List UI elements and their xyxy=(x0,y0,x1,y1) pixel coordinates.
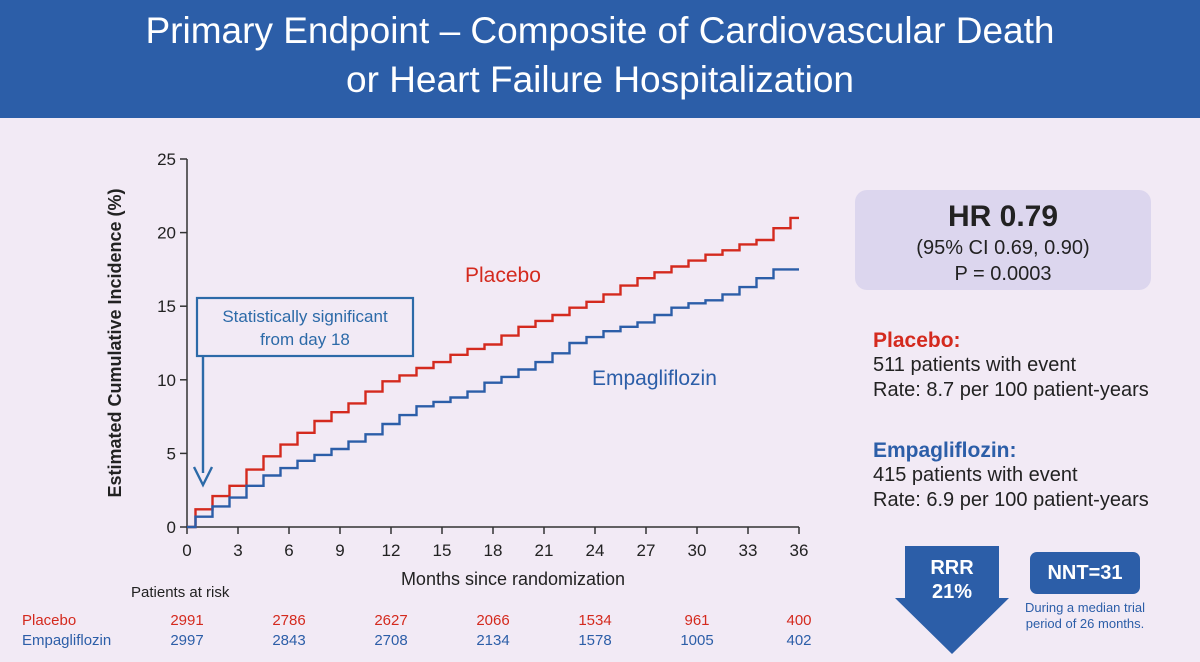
significance-callout-line-1: Statistically significant xyxy=(222,307,388,326)
empagliflozin-series-line xyxy=(187,268,799,529)
x-tick-label: 30 xyxy=(688,541,707,560)
slide-title-line-2: or Heart Failure Hospitalization xyxy=(346,59,854,100)
slide-title-line-1: Primary Endpoint – Composite of Cardiova… xyxy=(145,10,1055,51)
x-axis-label: Months since randomization xyxy=(401,569,625,589)
placebo-summary-heading: Placebo: xyxy=(873,329,961,352)
significance-callout-line-2: from day 18 xyxy=(260,330,350,349)
x-tick-label: 6 xyxy=(284,541,293,560)
risk-value: 2627 xyxy=(374,612,407,629)
placebo-event-count: 511 patients with event xyxy=(873,354,1077,376)
y-tick-label: 0 xyxy=(167,518,176,537)
p-value: P = 0.0003 xyxy=(954,263,1052,285)
risk-value: 1578 xyxy=(578,632,611,649)
x-tick-label: 33 xyxy=(739,541,758,560)
x-tick-label: 27 xyxy=(637,541,656,560)
nnt-note: During a median trial period of 26 month… xyxy=(1025,600,1145,631)
risk-value: 402 xyxy=(786,632,811,649)
x-tick-label: 18 xyxy=(484,541,503,560)
risk-value: 2066 xyxy=(476,612,509,629)
hazard-ratio-box: HR 0.79 (95% CI 0.69, 0.90) P = 0.0003 xyxy=(855,190,1151,290)
risk-value: 2997 xyxy=(170,632,203,649)
risk-value: 2134 xyxy=(476,632,509,649)
confidence-interval: (95% CI 0.69, 0.90) xyxy=(916,237,1090,259)
rrr-label-title: RRR xyxy=(930,557,974,579)
risk-value: 961 xyxy=(684,612,709,629)
rrr-label: RRR 21% xyxy=(905,556,999,604)
y-tick-label: 5 xyxy=(167,444,176,463)
y-tick-label: 25 xyxy=(157,150,176,169)
x-tick-label: 24 xyxy=(586,541,605,560)
empagliflozin-event-rate: Rate: 6.9 per 100 patient-years xyxy=(873,489,1149,511)
y-tick-label: 20 xyxy=(157,224,176,243)
risk-value: 2843 xyxy=(272,632,305,649)
y-axis-label: Estimated Cumulative Incidence (%) xyxy=(105,188,125,497)
empagliflozin-summary-heading: Empagliflozin: xyxy=(873,439,1017,462)
x-tick-label: 0 xyxy=(182,541,191,560)
rrr-down-arrow-icon xyxy=(895,546,1009,654)
y-tick-label: 10 xyxy=(157,371,176,390)
risk-value: 2991 xyxy=(170,612,203,629)
x-tick-label: 15 xyxy=(433,541,452,560)
placebo-event-rate: Rate: 8.7 per 100 patient-years xyxy=(873,379,1149,401)
slide-header: Primary Endpoint – Composite of Cardiova… xyxy=(0,0,1200,118)
risk-value: 2708 xyxy=(374,632,407,649)
risk-row-label: Empagliflozin xyxy=(22,632,111,649)
significance-callout-box xyxy=(195,296,415,358)
empagliflozin-event-count: 415 patients with event xyxy=(873,464,1078,486)
empagliflozin-summary: Empagliflozin: 415 patients with event R… xyxy=(873,438,1149,513)
placebo-curve-label: Placebo xyxy=(465,264,541,287)
y-tick-label: 15 xyxy=(157,297,176,316)
risk-value: 2786 xyxy=(272,612,305,629)
empagliflozin-curve-label: Empagliflozin xyxy=(592,367,717,390)
x-tick-label: 21 xyxy=(535,541,554,560)
x-tick-label: 3 xyxy=(233,541,242,560)
x-tick-label: 12 xyxy=(382,541,401,560)
placebo-series-line xyxy=(187,216,799,529)
nnt-badge: NNT=31 xyxy=(1030,552,1140,594)
risk-value: 1005 xyxy=(680,632,713,649)
risk-row-label: Placebo xyxy=(22,612,76,629)
risk-table-title: Patients at risk xyxy=(131,584,230,601)
placebo-summary: Placebo: 511 patients with event Rate: 8… xyxy=(873,328,1149,403)
rrr-label-value: 21% xyxy=(931,581,973,603)
x-tick-label: 36 xyxy=(790,541,809,560)
significance-arrow-head-icon xyxy=(192,466,214,488)
x-tick-label: 9 xyxy=(335,541,344,560)
hazard-ratio-value: HR 0.79 xyxy=(947,200,1059,233)
risk-value: 1534 xyxy=(578,612,611,629)
risk-value: 400 xyxy=(786,612,811,629)
